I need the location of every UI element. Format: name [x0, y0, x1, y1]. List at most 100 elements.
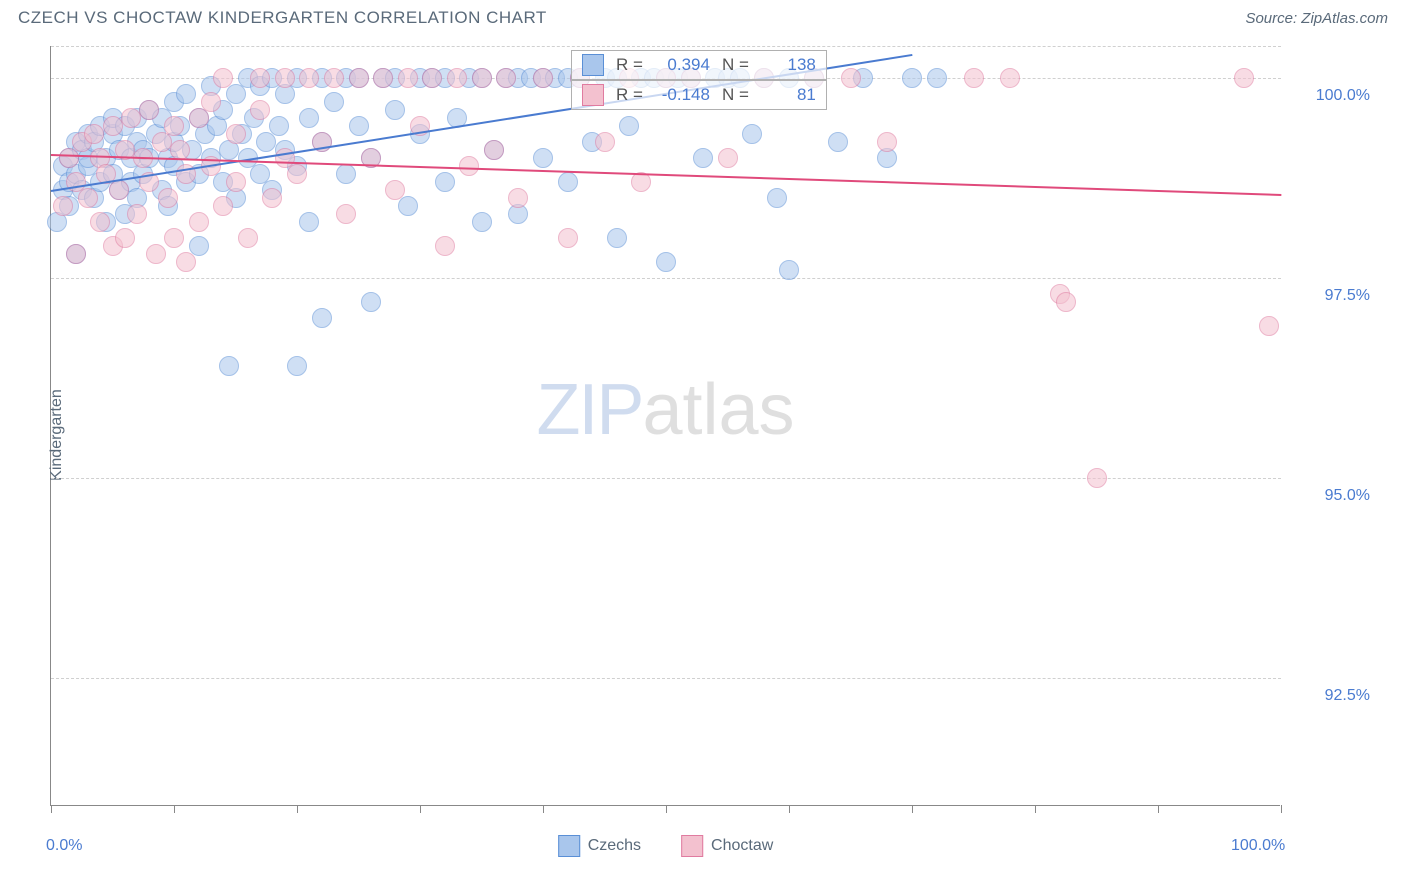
data-point [127, 204, 147, 224]
data-point [324, 92, 344, 112]
legend-item: Czechs [558, 835, 641, 857]
n-value: 138 [761, 55, 816, 75]
data-point [742, 124, 762, 144]
data-point [385, 180, 405, 200]
x-tick-label: 0.0% [46, 837, 82, 855]
data-point [287, 356, 307, 376]
data-point [250, 100, 270, 120]
data-point [385, 100, 405, 120]
data-point [1056, 292, 1076, 312]
x-tick [51, 805, 52, 813]
data-point [422, 68, 442, 88]
y-tick-label: 95.0% [1290, 487, 1370, 505]
legend: CzechsChoctaw [558, 835, 774, 857]
data-point [398, 68, 418, 88]
data-point [312, 308, 332, 328]
data-point [472, 68, 492, 88]
data-point [508, 188, 528, 208]
data-point [779, 260, 799, 280]
data-point [459, 156, 479, 176]
plot-area: Kindergarten ZIPatlas CzechsChoctaw 92.5… [50, 46, 1280, 806]
data-point [299, 68, 319, 88]
data-point [767, 188, 787, 208]
data-point [238, 228, 258, 248]
data-point [693, 148, 713, 168]
n-value: 81 [761, 85, 816, 105]
data-point [349, 68, 369, 88]
watermark: ZIPatlas [536, 369, 794, 451]
legend-swatch [558, 835, 580, 857]
y-tick-label: 92.5% [1290, 687, 1370, 705]
data-point [349, 116, 369, 136]
data-point [90, 212, 110, 232]
data-point [656, 252, 676, 272]
data-point [164, 116, 184, 136]
data-point [607, 228, 627, 248]
data-point [164, 228, 184, 248]
data-point [927, 68, 947, 88]
data-point [533, 68, 553, 88]
data-point [828, 132, 848, 152]
r-label: R = [616, 85, 643, 105]
data-point [336, 204, 356, 224]
data-point [398, 196, 418, 216]
data-point [447, 68, 467, 88]
data-point [496, 68, 516, 88]
data-point [250, 68, 270, 88]
x-tick [789, 805, 790, 813]
gridline [51, 278, 1281, 279]
gridline [51, 678, 1281, 679]
x-tick [420, 805, 421, 813]
x-tick [666, 805, 667, 813]
data-point [176, 84, 196, 104]
data-point [78, 188, 98, 208]
data-point [472, 212, 492, 232]
stats-box: R =-0.148N =81 [571, 80, 827, 110]
y-tick-label: 100.0% [1290, 87, 1370, 105]
data-point [373, 68, 393, 88]
data-point [226, 124, 246, 144]
data-point [121, 108, 141, 128]
data-point [964, 68, 984, 88]
data-point [595, 132, 615, 152]
data-point [115, 228, 135, 248]
x-tick [1281, 805, 1282, 813]
data-point [103, 116, 123, 136]
data-point [226, 172, 246, 192]
y-tick-label: 97.5% [1290, 287, 1370, 305]
data-point [533, 148, 553, 168]
data-point [718, 148, 738, 168]
data-point [219, 356, 239, 376]
data-point [558, 228, 578, 248]
data-point [1259, 316, 1279, 336]
data-point [84, 124, 104, 144]
data-point [877, 132, 897, 152]
data-point [53, 196, 73, 216]
data-point [324, 68, 344, 88]
x-tick [174, 805, 175, 813]
r-value: -0.148 [655, 85, 710, 105]
data-point [109, 180, 129, 200]
y-axis-label: Kindergarten [48, 389, 66, 481]
data-point [902, 68, 922, 88]
data-point [1000, 68, 1020, 88]
series-swatch [582, 84, 604, 106]
chart-container: Kindergarten ZIPatlas CzechsChoctaw 92.5… [50, 46, 1390, 836]
data-point [139, 100, 159, 120]
data-point [189, 212, 209, 232]
data-point [176, 252, 196, 272]
data-point [269, 116, 289, 136]
stats-box: R =0.394N =138 [571, 50, 827, 80]
data-point [435, 236, 455, 256]
data-point [361, 292, 381, 312]
data-point [275, 68, 295, 88]
data-point [558, 172, 578, 192]
series-swatch [582, 54, 604, 76]
data-point [484, 140, 504, 160]
data-point [299, 108, 319, 128]
x-tick [543, 805, 544, 813]
data-point [841, 68, 861, 88]
r-label: R = [616, 55, 643, 75]
x-tick [1158, 805, 1159, 813]
chart-title: CZECH VS CHOCTAW KINDERGARTEN CORRELATIO… [18, 8, 547, 28]
